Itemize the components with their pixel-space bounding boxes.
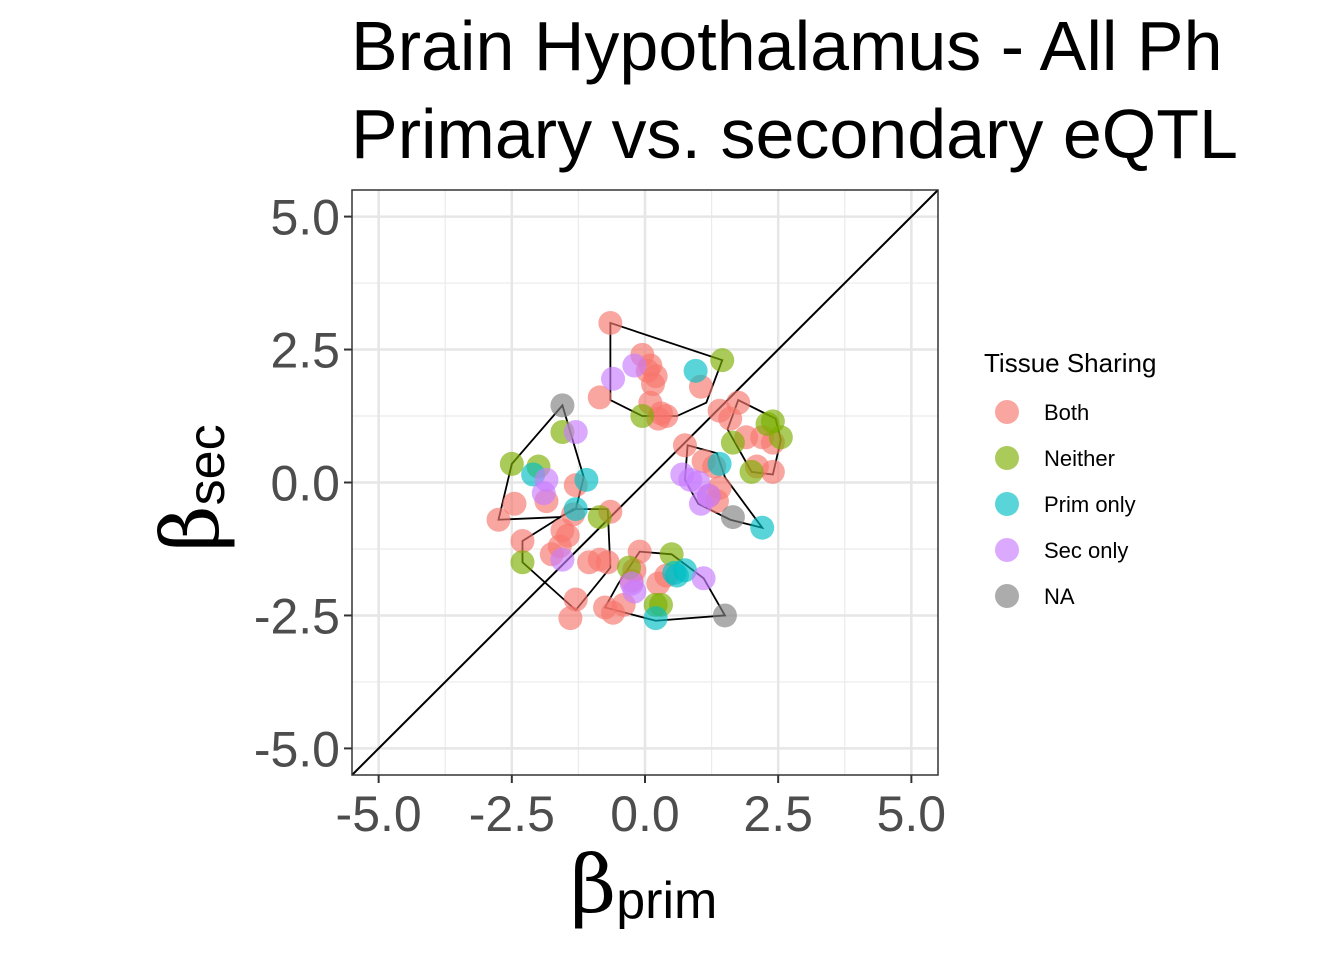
legend-label-both: Both xyxy=(1044,400,1089,425)
legend-key-neither xyxy=(995,446,1019,470)
legend-key-prim-only xyxy=(995,492,1019,516)
legend-key-na xyxy=(995,584,1019,608)
point-neither xyxy=(659,542,684,567)
y-axis-ticks: -5.0 -2.5 0.0 2.5 5.0 xyxy=(254,190,352,777)
point-both xyxy=(598,310,623,335)
point-neither xyxy=(510,550,535,575)
point-both xyxy=(587,385,612,410)
point-both xyxy=(718,406,743,431)
point-neither xyxy=(499,451,524,476)
point-neither xyxy=(630,404,655,429)
legend-entries: Both Neither Prim only Sec only NA xyxy=(995,400,1136,609)
point-neither xyxy=(720,430,745,455)
point-prim-only xyxy=(643,606,668,631)
data-points xyxy=(486,310,793,631)
x-tick-label: 5.0 xyxy=(877,786,947,842)
point-sec-only xyxy=(550,547,575,572)
point-sec-only xyxy=(688,491,713,516)
x-tick-label: -5.0 xyxy=(336,786,422,842)
x-axis-label-subscript: prim xyxy=(616,872,717,930)
legend-key-sec-only xyxy=(995,538,1019,562)
point-na xyxy=(712,603,737,628)
point-prim-only xyxy=(750,515,775,540)
y-axis-label: βsec xyxy=(144,424,237,551)
point-sec-only xyxy=(601,366,626,391)
point-na xyxy=(720,505,745,530)
legend-label-sec-only: Sec only xyxy=(1044,538,1128,563)
point-both xyxy=(563,587,588,612)
point-both xyxy=(486,507,511,532)
point-both xyxy=(510,529,535,553)
point-sec-only xyxy=(619,571,644,596)
point-prim-only xyxy=(707,451,732,476)
point-sec-only xyxy=(691,566,716,591)
y-tick-label: -2.5 xyxy=(254,588,340,644)
y-tick-label: 0.0 xyxy=(270,456,340,512)
y-tick-label: 2.5 xyxy=(270,323,340,379)
legend-key-both xyxy=(995,400,1019,424)
point-neither xyxy=(710,348,735,373)
point-prim-only xyxy=(563,497,588,522)
point-prim-only xyxy=(683,358,708,383)
x-tick-label: -2.5 xyxy=(469,786,555,842)
x-tick-label: 0.0 xyxy=(610,786,680,842)
y-tick-label: 5.0 xyxy=(270,190,340,246)
point-sec-only xyxy=(622,353,647,378)
x-axis-ticks: -5.0 -2.5 0.0 2.5 5.0 xyxy=(336,775,947,842)
point-both xyxy=(587,547,612,572)
point-neither xyxy=(739,459,764,484)
point-na xyxy=(550,393,575,418)
plot-panel xyxy=(351,189,939,776)
point-sec-only xyxy=(563,419,588,444)
legend: Tissue Sharing Both Neither Prim only Sec o… xyxy=(984,348,1156,609)
point-sec-only xyxy=(534,467,559,492)
y-tick-label: -5.0 xyxy=(254,721,340,777)
identity-line xyxy=(351,189,939,776)
x-tick-label: 2.5 xyxy=(743,786,813,842)
legend-label-neither: Neither xyxy=(1044,446,1115,471)
x-axis-label-symbol: β xyxy=(570,838,616,931)
chart-title-line-1: Brain Hypothalamus - All Ph xyxy=(351,7,1223,85)
point-prim-only xyxy=(574,467,599,492)
legend-label-prim-only: Prim only xyxy=(1044,492,1136,517)
point-both xyxy=(672,433,697,458)
point-both xyxy=(502,491,527,516)
legend-label-na: NA xyxy=(1044,584,1075,609)
legend-title: Tissue Sharing xyxy=(984,348,1156,378)
y-axis-label-symbol: β xyxy=(144,505,237,551)
x-axis-label: βprim xyxy=(570,838,717,931)
point-both xyxy=(558,606,583,631)
point-neither xyxy=(587,505,612,530)
y-axis-label-subscript: sec xyxy=(178,424,236,505)
chart-title-line-2: Primary vs. secondary eQTL xyxy=(351,95,1238,173)
point-neither xyxy=(768,425,793,450)
point-prim-only xyxy=(672,558,697,583)
